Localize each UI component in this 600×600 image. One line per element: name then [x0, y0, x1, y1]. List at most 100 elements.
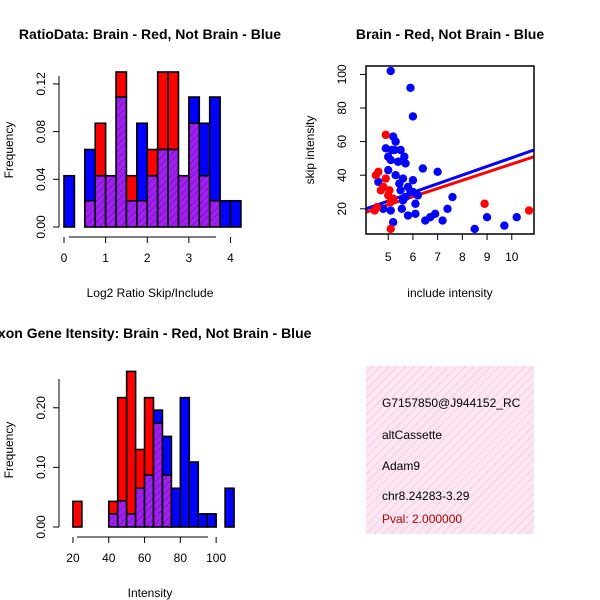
intensity-hist-bar-not-brain	[170, 487, 182, 528]
point-not-brain	[426, 213, 435, 222]
scatter-x-tick-label: 6	[410, 250, 417, 264]
scatter-plot-box	[365, 65, 535, 235]
ratio-hist-bar-not-brain	[208, 96, 221, 202]
scatter-x-tick-label: 9	[484, 250, 491, 264]
point-not-brain	[411, 209, 420, 219]
intensity-hist-x-tick-label: 40	[102, 551, 116, 565]
ratio-hist-x-label: Log2 Ratio Skip/Include	[87, 286, 214, 300]
ratio-hist-bar-overlap	[115, 96, 128, 228]
info-panel-background	[366, 366, 534, 534]
intensity-hist-bar-not-brain	[206, 513, 217, 528]
point-brain	[385, 186, 394, 195]
ratio-hist-bar-overlap	[146, 174, 159, 228]
scatter-title: Brain - Red, Not Brain - Blue	[356, 26, 544, 42]
point-not-brain	[401, 159, 410, 168]
ratio-hist-bar-overlap	[136, 199, 149, 228]
intensity-hist-bar-overlap	[152, 422, 164, 528]
ratio-hist-bar-not-brain	[188, 96, 201, 125]
ratio-hist-y-tick-label: 0.00	[34, 215, 48, 239]
ratio-hist-bar-overlap	[188, 122, 201, 228]
intensity-hist-bar-overlap	[107, 513, 119, 528]
scatter-y-label: skip intensity	[303, 116, 317, 185]
point-brain	[374, 167, 383, 177]
intensity-hist-bar-brain	[116, 396, 128, 502]
point-not-brain	[398, 196, 408, 205]
ratio-hist-y-tick-label: 0.12	[34, 72, 48, 96]
point-brain	[386, 224, 395, 234]
scatter-y-tick-label: 40	[335, 168, 349, 182]
intensity-hist-bar-overlap	[134, 487, 146, 528]
scatter-y-ticks: 20 40 60 80 100	[335, 64, 366, 215]
intensity-hist-bar-overlap	[116, 499, 128, 528]
point-brain	[480, 199, 489, 208]
point-not-brain	[470, 224, 479, 234]
ratio-hist-y-label: Frequency	[2, 122, 16, 179]
probe-id: G7157850@J944152_RC	[382, 396, 521, 410]
intensity-hist-bar-overlap	[143, 474, 155, 528]
point-not-brain	[397, 204, 407, 213]
point-not-brain	[443, 204, 452, 213]
scatter-y-tick-label: 100	[335, 64, 349, 84]
point-not-brain	[391, 137, 400, 146]
point-not-brain	[406, 83, 415, 93]
point-not-brain	[396, 145, 405, 155]
point-not-brain	[403, 211, 413, 220]
event-type: altCassette	[382, 428, 442, 442]
point-not-brain	[395, 179, 404, 188]
point-brain	[381, 174, 390, 183]
ratio-hist-bar-overlap	[198, 174, 211, 228]
scatter-x-tick-label: 7	[434, 250, 441, 264]
ratio-hist-bar-not-brain	[198, 122, 211, 177]
ratio-hist-bar-overlap	[125, 199, 138, 228]
ratio-hist-bar-not-brain	[84, 148, 97, 202]
ratio-hist-bar-overlap	[104, 174, 117, 228]
ratio-hist-bar-brain	[94, 122, 107, 177]
point-not-brain	[381, 144, 390, 153]
scatter-y-tick-label: 20	[335, 202, 349, 216]
scatter-points	[370, 66, 534, 234]
ratio-hist-bar-brain	[156, 71, 169, 151]
intensity-hist-bar-brain	[143, 396, 155, 476]
point-not-brain	[400, 152, 409, 161]
intensity-hist-x-tick-label: 80	[174, 551, 188, 565]
intensity-hist-bar-not-brain	[197, 513, 208, 528]
ratio-hist-x-tick-label: 1	[102, 251, 109, 265]
intensity-hist-x-label: Intensity	[128, 586, 173, 600]
ratio-hist-bar-brain	[125, 174, 138, 202]
point-not-brain	[512, 213, 521, 222]
point-not-brain	[411, 199, 420, 208]
gene-name: Adam9	[382, 459, 420, 473]
p-value: Pval: 2.000000	[382, 512, 462, 526]
scatter-x-tick-label: 10	[505, 250, 519, 264]
point-not-brain	[500, 221, 509, 230]
ratio-hist-y-tick-label: 0.08	[34, 120, 48, 144]
scatter-x-tick-label: 5	[385, 250, 392, 264]
point-brain	[386, 197, 395, 207]
ratio-hist-bar-overlap	[94, 174, 107, 228]
intensity-hist-bar-not-brain	[179, 396, 191, 528]
ratio-hist-bar-not-brain	[219, 199, 232, 228]
intensity-hist-x-ticks: 20 40 60 80 100	[66, 537, 226, 565]
point-not-brain	[408, 112, 418, 121]
ratio-histogram: RatioData: Brain - Red, Not Brain - Blue…	[2, 26, 281, 300]
point-not-brain	[386, 66, 395, 76]
point-not-brain	[418, 164, 428, 173]
scatter-x-ticks: 5 6 7 8 9 10	[385, 234, 519, 264]
point-not-brain	[408, 176, 418, 185]
ratio-hist-bar-not-brain	[229, 199, 242, 228]
ratio-hist-x-tick-label: 2	[144, 251, 151, 265]
intensity-hist-bar-not-brain	[188, 461, 200, 528]
intensity-hist-bar-not-brain	[152, 409, 164, 425]
intensity-hist-x-tick-label: 20	[66, 551, 80, 565]
scatter-plot: Brain - Red, Not Brain - Blue 5 6 7 8 9 10 20…	[303, 26, 544, 300]
intensity-hist-y-tick-label: 0.20	[34, 396, 48, 420]
ratio-hist-bar-brain	[146, 148, 159, 177]
point-not-brain	[396, 186, 405, 195]
intensity-hist-bar-brain	[134, 448, 146, 490]
intensity-hist-x-tick-label: 100	[206, 551, 226, 565]
ratio-hist-x-tick-label: 3	[186, 251, 193, 265]
intensity-hist-y-label: Frequency	[2, 422, 16, 479]
genomic-location: chr8.24283-3.29	[382, 489, 470, 503]
point-not-brain	[384, 165, 393, 175]
ratio-hist-title: RatioData: Brain - Red, Not Brain - Blue	[19, 26, 281, 42]
